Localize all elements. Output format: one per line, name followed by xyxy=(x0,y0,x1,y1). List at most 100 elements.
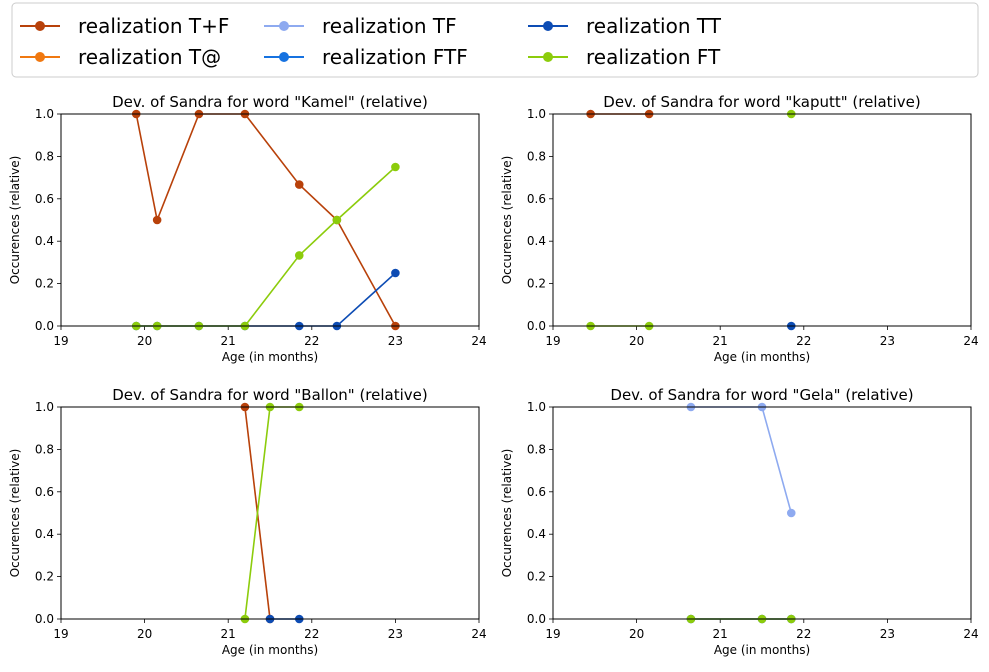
legend-marker xyxy=(279,21,289,31)
legend-frame xyxy=(11,2,979,78)
data-point xyxy=(294,180,304,189)
chart-title: Dev. of Sandra for word "Gela" (relative… xyxy=(610,386,913,404)
legend-label: realization TF xyxy=(322,14,457,38)
y-tick-label: 0.8 xyxy=(35,149,54,163)
data-point xyxy=(391,268,400,278)
series-line xyxy=(690,406,793,514)
y-tick-label: 1.0 xyxy=(527,400,546,414)
y-tick-label: 0.2 xyxy=(527,277,546,291)
y-tick-label: 0.8 xyxy=(527,149,546,163)
x-tick-label: 21 xyxy=(221,334,236,348)
plot-area xyxy=(686,402,796,624)
y-tick-label: 0.4 xyxy=(35,527,54,541)
chart-title: Dev. of Sandra for word "Kamel" (relativ… xyxy=(112,93,428,111)
data-point xyxy=(152,215,162,225)
y-tick-label: 0.0 xyxy=(527,319,546,333)
x-axis-label: Age (in months) xyxy=(222,350,318,364)
x-axis: 19 20 21 22 23 24 xyxy=(53,326,487,348)
y-tick-label: 1.0 xyxy=(35,107,54,121)
data-point xyxy=(332,215,342,225)
series-realization-ft xyxy=(240,402,304,624)
x-tick-label: 24 xyxy=(471,334,486,348)
y-axis-label: Occurences (relative) xyxy=(8,156,22,285)
x-axis-label: Age (in months) xyxy=(222,643,318,657)
x-tick-label: 21 xyxy=(221,627,236,641)
y-axis-label: Occurences (relative) xyxy=(8,449,22,578)
y-tick-label: 0.6 xyxy=(527,192,546,206)
legend-label: realization T@ xyxy=(78,45,221,69)
y-tick-label: 0.8 xyxy=(527,442,546,456)
legend-item-realization-tt: realization TT xyxy=(528,14,722,38)
y-axis: 0.0 0.2 0.4 0.6 0.8 1.0 xyxy=(35,400,61,626)
x-tick-label: 19 xyxy=(53,334,68,348)
y-axis: 0.0 0.2 0.4 0.6 0.8 1.0 xyxy=(35,107,61,333)
axes-frame xyxy=(60,113,480,327)
y-tick-label: 1.0 xyxy=(35,400,54,414)
y-tick-label: 0.4 xyxy=(35,234,54,248)
legend-item-realization-t: realization T@ xyxy=(20,45,221,69)
chart-panel-2: Dev. of Sandra for word "kaputt" (relati… xyxy=(500,93,979,364)
y-tick-label: 0.6 xyxy=(35,485,54,499)
legend-label: realization T+F xyxy=(78,14,229,38)
x-tick-label: 24 xyxy=(963,334,978,348)
chart-title: Dev. of Sandra for word "Ballon" (relati… xyxy=(112,386,428,404)
y-axis: 0.0 0.2 0.4 0.6 0.8 1.0 xyxy=(527,107,553,333)
x-tick-label: 22 xyxy=(796,334,811,348)
data-point xyxy=(294,251,304,260)
y-tick-label: 0.4 xyxy=(527,527,546,541)
y-tick-label: 0.0 xyxy=(35,319,54,333)
y-tick-label: 0.2 xyxy=(35,570,54,584)
y-tick-label: 1.0 xyxy=(527,107,546,121)
y-tick-label: 0.6 xyxy=(35,192,54,206)
legend-item-realization-tf: realization TF xyxy=(264,14,457,38)
y-axis-label: Occurences (relative) xyxy=(500,449,514,578)
legend: realization T+F realization T@ realization… xyxy=(11,2,979,78)
x-tick-label: 19 xyxy=(545,334,560,348)
legend-marker xyxy=(543,52,553,62)
chart-panel-3: Dev. of Sandra for word "Ballon" (relati… xyxy=(8,386,487,657)
y-tick-label: 0.2 xyxy=(35,277,54,291)
x-axis: 19 20 21 22 23 24 xyxy=(53,619,487,641)
legend-label: realization TT xyxy=(586,14,722,38)
legend-item-realization-ft: realization FT xyxy=(528,45,721,69)
y-tick-label: 0.0 xyxy=(527,612,546,626)
x-tick-label: 23 xyxy=(388,627,403,641)
legend-item-realization-t-f: realization T+F xyxy=(20,14,229,38)
data-point xyxy=(391,162,400,172)
series-line xyxy=(136,166,396,327)
axes-frame xyxy=(60,406,480,620)
axes-frame xyxy=(552,113,972,327)
y-tick-label: 0.0 xyxy=(35,612,54,626)
x-axis: 19 20 21 22 23 24 xyxy=(545,326,979,348)
x-tick-label: 23 xyxy=(388,334,403,348)
legend-marker xyxy=(543,21,553,31)
axes-frame xyxy=(552,406,972,620)
x-tick-label: 22 xyxy=(796,627,811,641)
y-tick-label: 0.6 xyxy=(527,485,546,499)
y-tick-label: 0.4 xyxy=(527,234,546,248)
x-tick-label: 20 xyxy=(629,627,644,641)
legend-label: realization FT xyxy=(586,45,721,69)
x-tick-label: 24 xyxy=(963,627,978,641)
legend-marker xyxy=(35,52,45,62)
plot-area xyxy=(131,109,400,331)
chart-title: Dev. of Sandra for word "kaputt" (relati… xyxy=(603,93,920,111)
y-axis: 0.0 0.2 0.4 0.6 0.8 1.0 xyxy=(527,400,553,626)
x-axis-label: Age (in months) xyxy=(714,350,810,364)
x-tick-label: 19 xyxy=(545,627,560,641)
series-realization-t-f xyxy=(131,109,400,331)
x-axis: 19 20 21 22 23 24 xyxy=(545,619,979,641)
series-line xyxy=(135,113,397,327)
x-tick-label: 20 xyxy=(629,334,644,348)
legend-label: realization FTF xyxy=(322,45,468,69)
y-tick-label: 0.8 xyxy=(35,442,54,456)
x-tick-label: 21 xyxy=(713,334,728,348)
data-point xyxy=(786,508,796,518)
series-line xyxy=(244,406,300,620)
y-axis-label: Occurences (relative) xyxy=(500,156,514,285)
legend-marker xyxy=(279,52,289,62)
x-axis-label: Age (in months) xyxy=(714,643,810,657)
y-tick-label: 0.2 xyxy=(527,570,546,584)
x-tick-label: 19 xyxy=(53,627,68,641)
